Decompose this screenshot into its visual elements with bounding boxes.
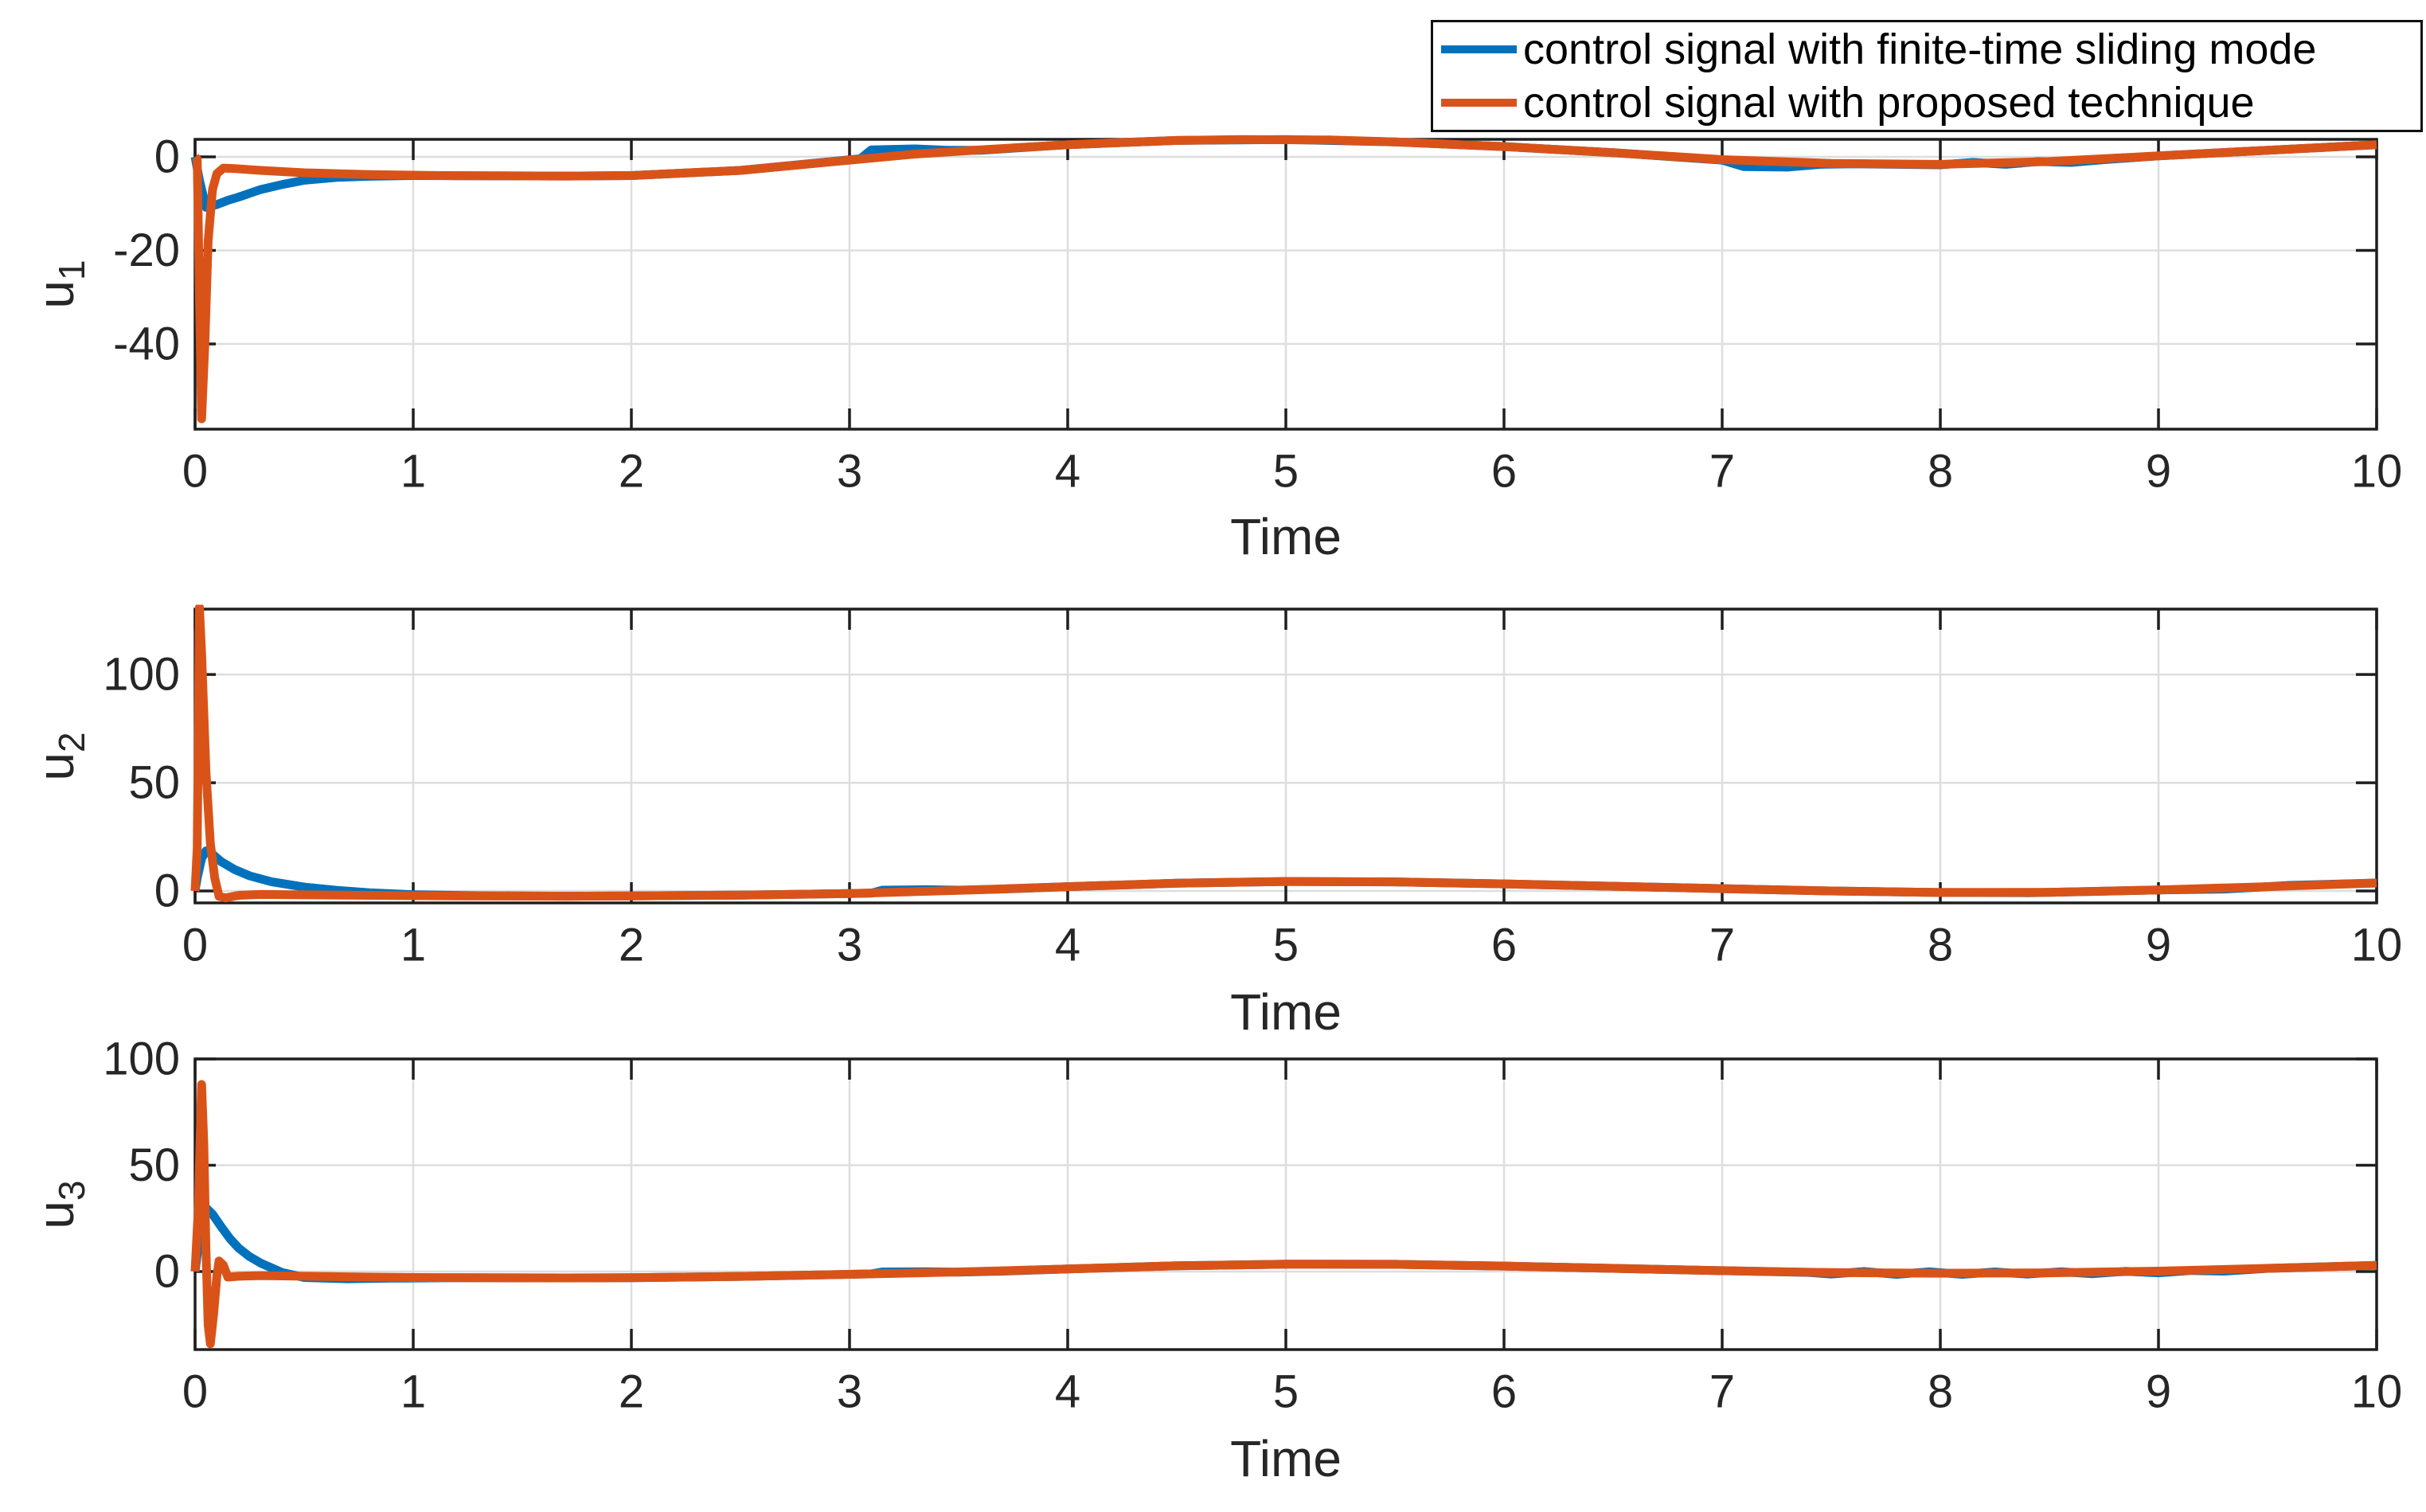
x-tick-label: 7 bbox=[1709, 920, 1735, 971]
x-tick-label: 9 bbox=[2146, 1366, 2171, 1418]
legend-line-sample-blue bbox=[1441, 45, 1517, 54]
x-tick-label: 4 bbox=[1055, 446, 1080, 498]
x-tick-label: 8 bbox=[1928, 446, 1953, 498]
x-tick-label: 6 bbox=[1491, 446, 1517, 498]
x-tick-label: 0 bbox=[182, 1366, 208, 1418]
legend-label: control signal with proposed technique bbox=[1523, 78, 2255, 127]
x-tick-label: 3 bbox=[837, 446, 862, 498]
x-tick-label: 0 bbox=[182, 920, 208, 971]
x-tick-label: 9 bbox=[2146, 920, 2171, 971]
x-axis-label-time-3: Time bbox=[1230, 1430, 1342, 1487]
y-tick-label: 100 bbox=[103, 1033, 180, 1085]
x-tick-label: 2 bbox=[619, 1366, 644, 1418]
y-axis-label-u1: u1 bbox=[27, 260, 92, 309]
x-tick-label: 2 bbox=[619, 920, 644, 971]
series-line-proposed-technique bbox=[190, 1080, 2377, 1349]
x-tick-label: 4 bbox=[1055, 920, 1080, 971]
series-line-proposed-technique bbox=[191, 135, 2377, 424]
x-tick-label: 4 bbox=[1055, 1366, 1080, 1418]
y-tick-label: 0 bbox=[154, 865, 180, 917]
x-tick-label: 1 bbox=[400, 1366, 426, 1418]
y-tick-label: 50 bbox=[128, 757, 180, 809]
x-tick-label: 10 bbox=[2351, 920, 2403, 971]
legend-label: control signal with finite-time sliding … bbox=[1523, 25, 2317, 74]
y-axis-label-u3: u3 bbox=[27, 1180, 92, 1229]
y-tick-label: 0 bbox=[154, 131, 180, 182]
x-tick-label: 1 bbox=[400, 920, 426, 971]
x-tick-label: 7 bbox=[1709, 1366, 1735, 1418]
x-tick-label: 10 bbox=[2351, 446, 2403, 498]
legend-item-proposed-technique: control signal with proposed technique bbox=[1441, 77, 2420, 128]
x-tick-label: 8 bbox=[1928, 1366, 1953, 1418]
y-tick-label: 0 bbox=[154, 1246, 180, 1298]
series-line-proposed-technique bbox=[190, 604, 2377, 903]
x-tick-label: 9 bbox=[2146, 446, 2171, 498]
x-tick-label: 7 bbox=[1709, 446, 1735, 498]
x-tick-label: 5 bbox=[1273, 1366, 1299, 1418]
x-tick-label: 3 bbox=[837, 1366, 862, 1418]
legend-item-finite-time-sliding-mode: control signal with finite-time sliding … bbox=[1441, 24, 2420, 75]
legend-line-sample-orange bbox=[1441, 98, 1517, 107]
y-tick-label: -20 bbox=[113, 225, 180, 276]
y-tick-label: 50 bbox=[128, 1139, 180, 1191]
x-axis-label-time-2: Time bbox=[1230, 983, 1342, 1041]
x-tick-label: 6 bbox=[1491, 920, 1517, 971]
y-tick-label: 100 bbox=[103, 649, 180, 701]
x-tick-label: 1 bbox=[400, 446, 426, 498]
x-tick-label: 2 bbox=[619, 446, 644, 498]
x-tick-label: 8 bbox=[1928, 920, 1953, 971]
x-tick-label: 6 bbox=[1491, 1366, 1517, 1418]
x-tick-label: 0 bbox=[182, 446, 208, 498]
x-axis-label-time-1: Time bbox=[1230, 508, 1342, 565]
legend: control signal with finite-time sliding … bbox=[1431, 20, 2423, 132]
y-tick-label: -40 bbox=[113, 318, 180, 370]
x-tick-label: 10 bbox=[2351, 1366, 2403, 1418]
x-tick-label: 3 bbox=[837, 920, 862, 971]
x-tick-label: 5 bbox=[1273, 446, 1299, 498]
x-tick-label: 5 bbox=[1273, 920, 1299, 971]
y-axis-label-u2: u2 bbox=[27, 732, 92, 781]
